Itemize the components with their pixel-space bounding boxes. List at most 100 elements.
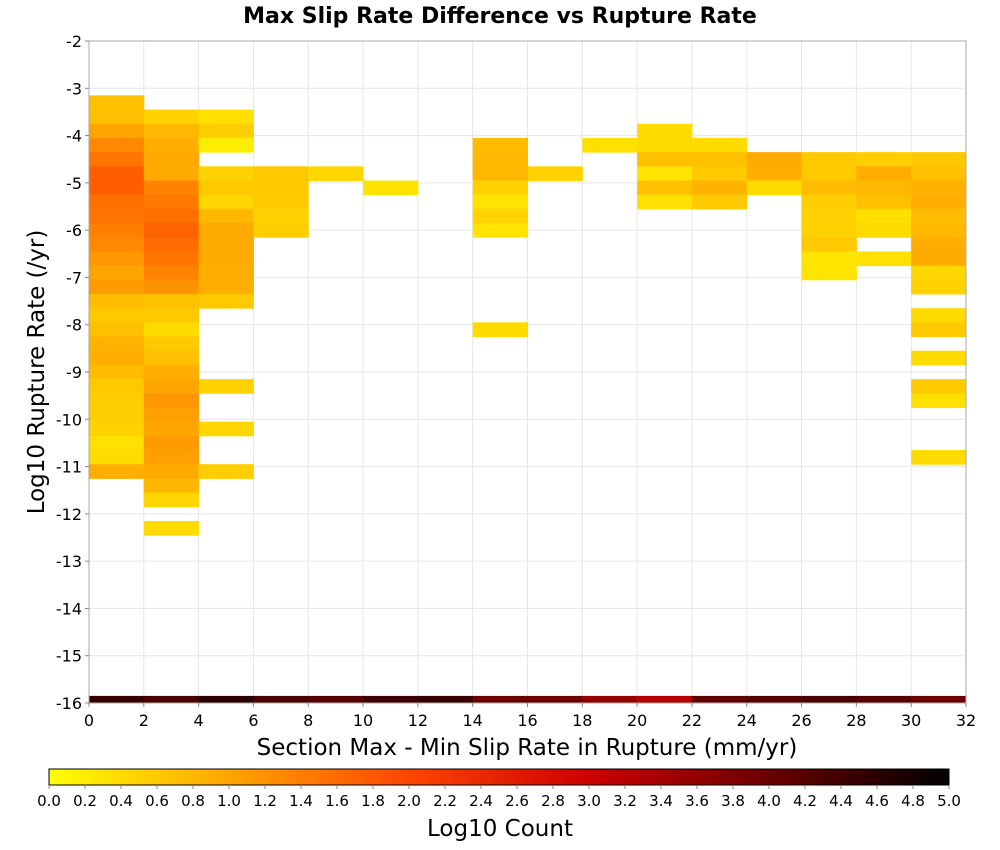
heatmap-cell: [143, 450, 200, 465]
heatmap-cell: [911, 166, 967, 181]
heatmap-cell: [911, 279, 967, 295]
heatmap-cell: [472, 137, 528, 153]
heatmap-cell: [582, 137, 638, 153]
heatmap-cell: [911, 393, 967, 408]
heatmap-cell-bottom-row: [801, 695, 857, 703]
heatmap-cell: [911, 152, 967, 167]
colorbar-tick-label: 3.2: [613, 792, 637, 810]
heatmap-cell: [143, 166, 200, 181]
heatmap-cell: [527, 166, 583, 181]
x-tick-label: 20: [627, 711, 647, 730]
colorbar-tick-label: 0.0: [37, 792, 61, 810]
heatmap-cell: [911, 223, 967, 238]
x-tick-label: 0: [84, 711, 94, 730]
colorbar-tick-label: 4.4: [829, 792, 853, 810]
y-tick-label: -3: [66, 79, 82, 98]
heatmap-cell: [143, 279, 200, 295]
heatmap-cell-bottom-row: [856, 695, 912, 703]
heatmap-cell: [801, 208, 857, 224]
heatmap-cell: [143, 308, 200, 323]
heatmap-cell: [691, 137, 748, 153]
heatmap-cell: [143, 293, 200, 309]
heatmap-cell-bottom-row: [527, 695, 583, 703]
x-tick-label: 2: [139, 711, 149, 730]
y-axis-ticks: -16 -15 -14 -13 -12 -11 -10 -9 -8 -7 -6 -5 -4 -3 -2: [56, 32, 89, 713]
heatmap-cell: [143, 421, 200, 437]
heatmap-cell: [89, 450, 145, 465]
x-tick-label: 32: [956, 711, 976, 730]
colorbar: [48, 768, 950, 786]
heatmap-cell: [472, 208, 528, 224]
y-tick-label: -7: [66, 268, 82, 287]
y-tick-label: -11: [56, 458, 82, 477]
x-tick-label: 22: [682, 711, 702, 730]
colorbar-tick-label: 2.0: [397, 792, 421, 810]
heatmap-cell-bottom-row: [472, 695, 528, 703]
colorbar-tick-label: 3.0: [577, 792, 601, 810]
y-tick-label: -16: [56, 694, 82, 713]
heatmap-cell: [198, 180, 254, 196]
heatmap-cell: [911, 450, 967, 465]
heatmap-cell: [143, 322, 200, 338]
heatmap-cell: [198, 166, 254, 181]
heatmap-cell: [89, 166, 145, 181]
heatmap-cell: [89, 322, 145, 338]
heatmap-cell: [89, 293, 145, 309]
heatmap-cell: [198, 208, 254, 224]
heatmap-cell: [911, 251, 967, 267]
heatmap-cell: [143, 520, 200, 536]
heatmap-cell: [472, 322, 528, 338]
y-tick-label: -15: [56, 647, 82, 666]
heatmap-cell: [801, 237, 857, 252]
y-tick-label: -13: [56, 552, 82, 571]
colorbar-tick-label: 2.4: [469, 792, 493, 810]
x-tick-label: 18: [572, 711, 592, 730]
heatmap-cell: [801, 194, 857, 210]
chart-title: Max Slip Rate Difference vs Rupture Rate: [243, 4, 757, 29]
heatmap-cell: [746, 166, 803, 181]
heatmap-cell-bottom-row: [637, 695, 693, 703]
heatmap-cell: [143, 350, 200, 366]
heatmap-cell-bottom-row: [308, 695, 364, 703]
colorbar-tick-label: 0.4: [109, 792, 133, 810]
heatmap-cell: [143, 208, 200, 224]
colorbar-tick-label: 2.2: [433, 792, 457, 810]
heatmap-cell: [89, 95, 145, 111]
heatmap-cell: [856, 251, 912, 267]
heatmap-cell: [691, 180, 748, 196]
x-tick-label: 16: [517, 711, 537, 730]
heatmap-cell: [911, 308, 967, 323]
heatmap-cell: [637, 166, 693, 181]
heatmap-cell: [143, 379, 200, 394]
heatmap-cell: [637, 194, 693, 210]
colorbar-tick-label: 3.6: [685, 792, 709, 810]
heatmap-cell: [143, 194, 200, 210]
heatmap-cell: [143, 223, 200, 238]
colorbar-label: Log10 Count: [427, 816, 573, 842]
heatmap-cell-bottom-row: [198, 695, 254, 703]
heatmap-cell: [472, 152, 528, 167]
colorbar-tick-label: 1.8: [361, 792, 385, 810]
heatmap-cell: [198, 379, 254, 394]
heatmap-cells: [89, 95, 967, 703]
heatmap-cell: [89, 308, 145, 323]
heatmap-cell: [253, 180, 309, 196]
x-tick-label: 8: [303, 711, 313, 730]
heatmap-cell: [89, 393, 145, 408]
heatmap-cell: [198, 137, 254, 153]
heatmap-cell: [143, 464, 200, 479]
heatmap-cell: [143, 407, 200, 423]
heatmap-cell: [89, 265, 145, 281]
heatmap-cell: [143, 265, 200, 281]
heatmap-cell: [198, 223, 254, 238]
heatmap-cell: [911, 322, 967, 338]
heatmap-cell: [89, 279, 145, 295]
heatmap-cell: [691, 152, 748, 167]
heatmap-cell: [637, 123, 693, 139]
x-tick-label: 4: [194, 711, 204, 730]
heatmap-cell-bottom-row: [363, 695, 419, 703]
heatmap-cell: [143, 123, 200, 139]
heatmap-cell: [801, 180, 857, 196]
heatmap-cell: [143, 137, 200, 153]
y-tick-label: -9: [66, 363, 82, 382]
